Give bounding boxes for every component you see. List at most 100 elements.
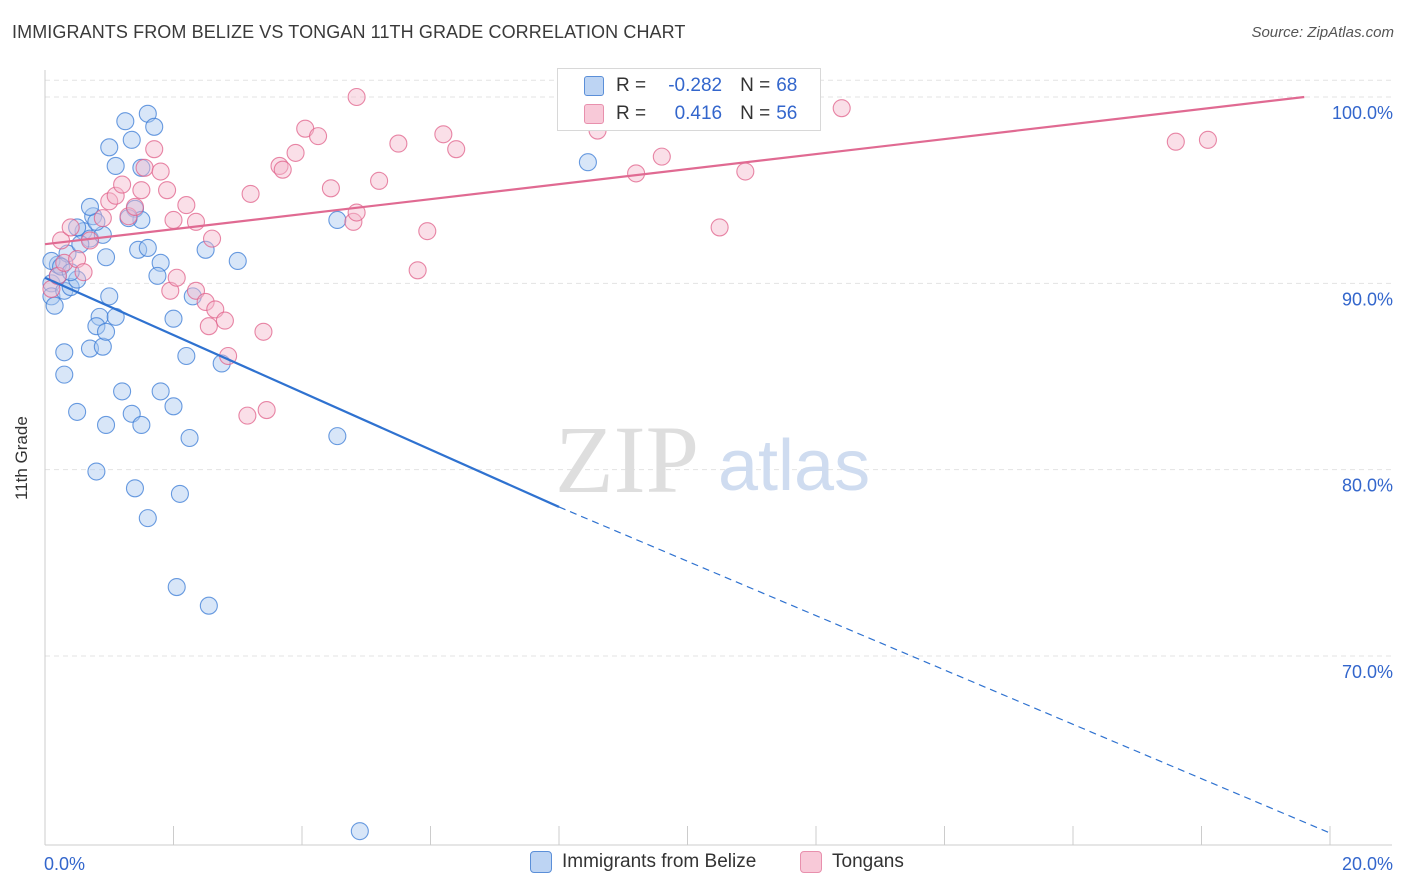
point-tongan: [215, 311, 234, 330]
legend-label-belize: Immigrants from Belize: [562, 851, 757, 872]
point-belize: [96, 322, 116, 341]
legend-item-belize[interactable]: Immigrants from Belize: [530, 851, 756, 873]
point-belize: [138, 509, 157, 528]
point-belize: [87, 317, 106, 336]
point-belize: [100, 138, 119, 157]
point-tongan: [135, 158, 154, 177]
legend-swatch-blue: [584, 76, 604, 96]
point-tongan: [74, 263, 93, 282]
point-tongan: [257, 400, 276, 420]
point-belize: [68, 402, 87, 421]
trend-line-belize-extension: [558, 506, 1331, 834]
point-belize: [55, 365, 74, 384]
point-belize: [113, 382, 132, 401]
point-tongan: [161, 281, 180, 300]
point-belize: [68, 270, 87, 289]
point-tongan: [710, 218, 729, 237]
point-belize: [116, 112, 135, 131]
point-belize: [100, 287, 119, 306]
point-tongan: [151, 162, 170, 181]
point-tongan: [370, 171, 389, 190]
point-tongan: [158, 181, 177, 200]
point-belize: [55, 343, 74, 362]
point-belize: [138, 238, 157, 257]
point-belize: [180, 428, 199, 448]
legend-row-belize: R = -0.282 N = 68: [584, 72, 797, 100]
tick-labels: 70.0% 80.0% 90.0% 100.0% 0.0% 20.0%: [44, 103, 1393, 874]
point-belize: [96, 415, 116, 434]
y-tick-label: 80.0%: [1342, 476, 1393, 496]
point-tongan: [167, 268, 186, 287]
point-belize: [164, 309, 183, 328]
x-tick-label: 20.0%: [1342, 854, 1393, 874]
point-belize: [80, 197, 100, 216]
point-tongan: [196, 292, 215, 312]
point-tongan: [389, 134, 408, 153]
legend-n-value: 56: [776, 103, 798, 124]
point-tongan: [203, 229, 222, 248]
point-tongan: [68, 250, 87, 269]
point-tongan: [408, 261, 427, 280]
point-belize: [328, 427, 347, 446]
point-belize: [164, 397, 183, 416]
point-belize: [328, 210, 347, 230]
y-tick-label: 100.0%: [1332, 103, 1393, 123]
source-label: Source: ZipAtlas.com: [1251, 24, 1394, 41]
legend-swatch-blue: [530, 851, 552, 873]
point-tongan: [447, 140, 466, 159]
point-tongan: [199, 317, 218, 336]
point-belize: [138, 104, 157, 123]
point-belize: [122, 130, 141, 149]
point-tongan: [321, 179, 340, 198]
point-belize: [148, 266, 167, 285]
legend-item-tongans[interactable]: Tongans: [800, 851, 904, 873]
point-belize: [170, 484, 189, 503]
point-tongan: [418, 222, 437, 241]
point-tongan: [1198, 130, 1217, 149]
point-belize: [578, 153, 597, 172]
legend-n-value: 68: [776, 75, 798, 96]
point-tongan: [309, 127, 328, 146]
point-belize: [228, 251, 247, 271]
trend-line-belize: [44, 276, 560, 508]
watermark-atlas: atlas: [718, 426, 870, 506]
point-belize: [96, 248, 116, 267]
legend-r-value: -0.282: [668, 75, 723, 96]
axes: [44, 70, 1392, 846]
point-tongan: [113, 175, 132, 194]
legend-n-label: N =: [740, 103, 771, 124]
watermark: ZIP atlas: [555, 406, 870, 513]
legend-r-label: R =: [616, 75, 647, 96]
x-tick-label: 0.0%: [44, 854, 85, 874]
point-tongan: [177, 196, 196, 215]
point-tongan: [61, 218, 80, 237]
point-tongan: [125, 197, 144, 216]
point-belize: [45, 296, 64, 315]
y-tick-label: 90.0%: [1342, 289, 1393, 309]
point-tongan: [164, 210, 183, 230]
point-belize: [106, 156, 125, 175]
point-belize: [125, 479, 144, 498]
point-tongan: [145, 140, 164, 159]
watermark-zip: ZIP: [555, 406, 699, 513]
point-belize: [177, 346, 196, 366]
point-tongan: [241, 184, 260, 203]
point-belize: [87, 462, 106, 481]
point-belize: [151, 382, 170, 401]
legend-r-label: R =: [616, 103, 647, 124]
chart-title: IMMIGRANTS FROM BELIZE VS TONGAN 11TH GR…: [12, 22, 686, 42]
point-tongan: [736, 162, 755, 181]
point-tongan: [286, 143, 305, 162]
point-belize: [350, 822, 369, 841]
point-tongan: [652, 147, 671, 166]
point-belize: [93, 337, 112, 356]
point-belize: [199, 596, 218, 615]
point-tongan: [132, 181, 151, 200]
stats-legend: R = -0.282 N = 68 R = 0.416 N = 56: [557, 68, 821, 131]
trend-lines: [44, 95, 1331, 834]
y-tick-label: 70.0%: [1342, 662, 1393, 682]
point-tongan: [238, 406, 257, 425]
point-tongan: [1166, 132, 1185, 151]
point-belize: [145, 117, 164, 136]
legend-swatch-pink: [584, 104, 604, 124]
